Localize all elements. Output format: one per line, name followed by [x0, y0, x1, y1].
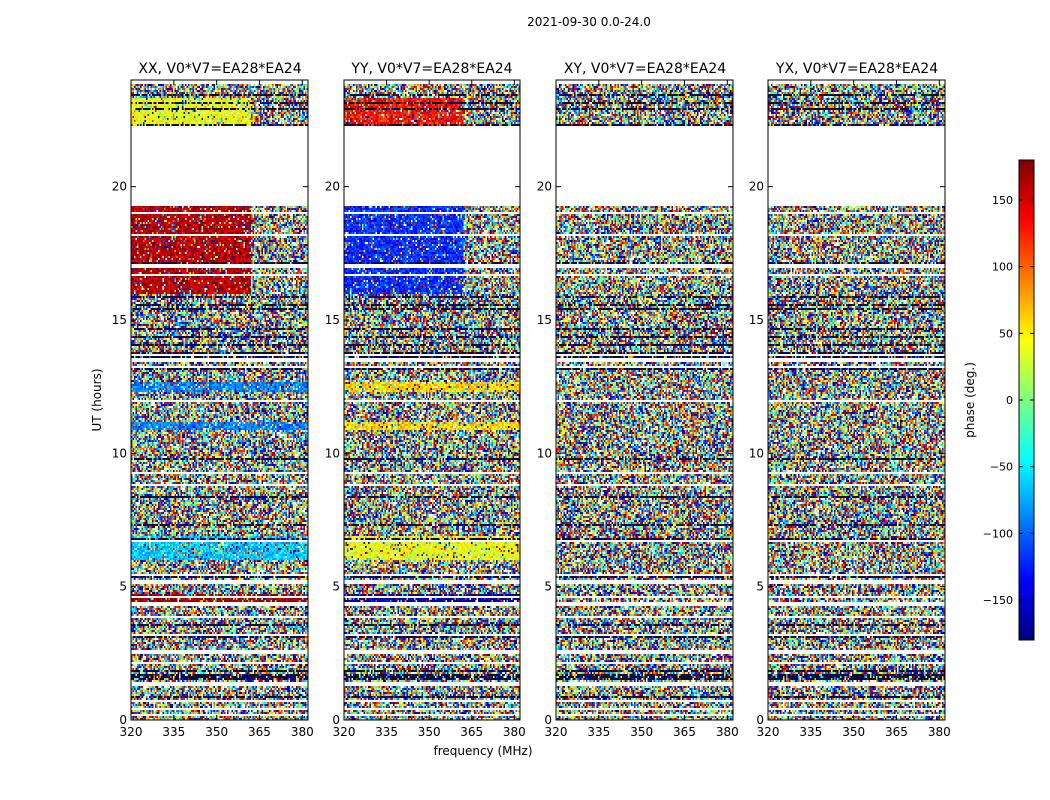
x-tick-label: 365: [248, 725, 271, 739]
y-tick-label: 0: [756, 713, 764, 727]
colorbar-tick-label: 150: [992, 194, 1013, 207]
heatmap-xx: [131, 80, 308, 720]
x-tick-label: 320: [757, 725, 780, 739]
panel-frame-yy: [343, 79, 521, 721]
y-tick-label: 15: [325, 313, 340, 327]
x-tick-label: 380: [503, 725, 526, 739]
x-tick-label: 380: [291, 725, 314, 739]
colorbar-tick-label: 0: [1006, 394, 1013, 407]
y-tick-label: 15: [537, 313, 552, 327]
x-tick-label: 320: [120, 725, 143, 739]
x-tick-label: 320: [333, 725, 356, 739]
x-tick-label: 335: [587, 725, 610, 739]
y-tick-label: 5: [544, 580, 552, 594]
x-tick-label: 350: [418, 725, 441, 739]
panel-title-xx: XX, V0*V7=EA28*EA24: [138, 61, 301, 77]
y-tick-label: 5: [332, 580, 340, 594]
x-tick-label: 350: [842, 725, 865, 739]
heatmap-xy: [556, 80, 733, 720]
panel-xy: XY, V0*V7=EA28*EA24 0 5 10 15 20 320 335 350 365…: [537, 61, 739, 739]
colorbar-tick-label: −50: [990, 461, 1013, 474]
y-tick-label: 20: [112, 180, 127, 194]
panel-title-yx: YX, V0*V7=EA28*EA24: [775, 61, 938, 77]
panel-yx: YX, V0*V7=EA28*EA24 0 5 10 15 20 320 335 350 365…: [749, 61, 951, 739]
x-tick-label: 335: [375, 725, 398, 739]
y-tick-label: 5: [756, 580, 764, 594]
x-tick-label: 320: [545, 725, 568, 739]
x-axis-label: frequency (MHz): [433, 744, 532, 758]
x-tick-label: 350: [630, 725, 653, 739]
panel-frame-yx: [767, 79, 946, 721]
x-tick-label: 365: [460, 725, 483, 739]
y-tick-label: 10: [537, 446, 552, 460]
x-tick-label: 365: [885, 725, 908, 739]
y-tick-label: 0: [544, 713, 552, 727]
y-tick-label: 15: [749, 313, 764, 327]
colorbar-tick-label: 50: [999, 327, 1013, 340]
x-tick-label: 335: [799, 725, 822, 739]
panel-title-yy: YY, V0*V7=EA28*EA24: [350, 61, 512, 77]
heatmap-yx: [768, 80, 945, 720]
x-tick-label: 350: [205, 725, 228, 739]
y-tick-label: 10: [112, 446, 127, 460]
y-tick-label: 15: [112, 313, 127, 327]
x-tick-label: 365: [673, 725, 696, 739]
y-tick-label: 20: [749, 180, 764, 194]
panel-frame-xx: [130, 79, 309, 721]
x-tick-label: 380: [716, 725, 739, 739]
y-tick-label: 20: [325, 180, 340, 194]
y-axis-label: UT (hours): [90, 368, 104, 431]
colorbar-tick-label: 100: [992, 261, 1013, 274]
panel-yy: YY, V0*V7=EA28*EA24 0 5 10 15 20 320 335 350 365…: [325, 61, 526, 739]
axis-ticks-xy: 0 5 10 15 20 320 335 350 365 380: [537, 80, 739, 739]
y-tick-label: 5: [119, 580, 127, 594]
x-tick-label: 335: [162, 725, 185, 739]
figure-suptitle: 2021-09-30 0.0-24.0: [527, 15, 651, 29]
x-tick-label: 380: [928, 725, 951, 739]
y-tick-label: 10: [749, 446, 764, 460]
panel-xx: XX, V0*V7=EA28*EA24 0 5 10 15 20 320 335 350 365…: [112, 61, 314, 739]
y-tick-label: 0: [119, 713, 127, 727]
colorbar-label: phase (deg.): [963, 362, 977, 438]
panel-frame-xy: [555, 79, 734, 721]
axis-ticks-yy: 0 5 10 15 20 320 335 350 365 380: [325, 80, 526, 739]
colorbar: 150 100 50 0 −50 −100 −150 phase (deg.): [963, 159, 1035, 641]
axis-ticks-yx: 0 5 10 15 20 320 335 350 365 380: [749, 80, 951, 739]
heatmap-yy: [344, 80, 520, 720]
y-tick-label: 20: [537, 180, 552, 194]
colorbar-tick-label: −150: [983, 594, 1013, 607]
axis-ticks-xx: 0 5 10 15 20 320 335 350 365 380: [112, 80, 314, 739]
colorbar-ticks: 150 100 50 0 −50 −100 −150: [983, 194, 1034, 607]
panel-title-xy: XY, V0*V7=EA28*EA24: [564, 61, 726, 77]
colorbar-tick-label: −100: [983, 527, 1013, 540]
y-tick-label: 0: [332, 713, 340, 727]
y-tick-label: 10: [325, 446, 340, 460]
